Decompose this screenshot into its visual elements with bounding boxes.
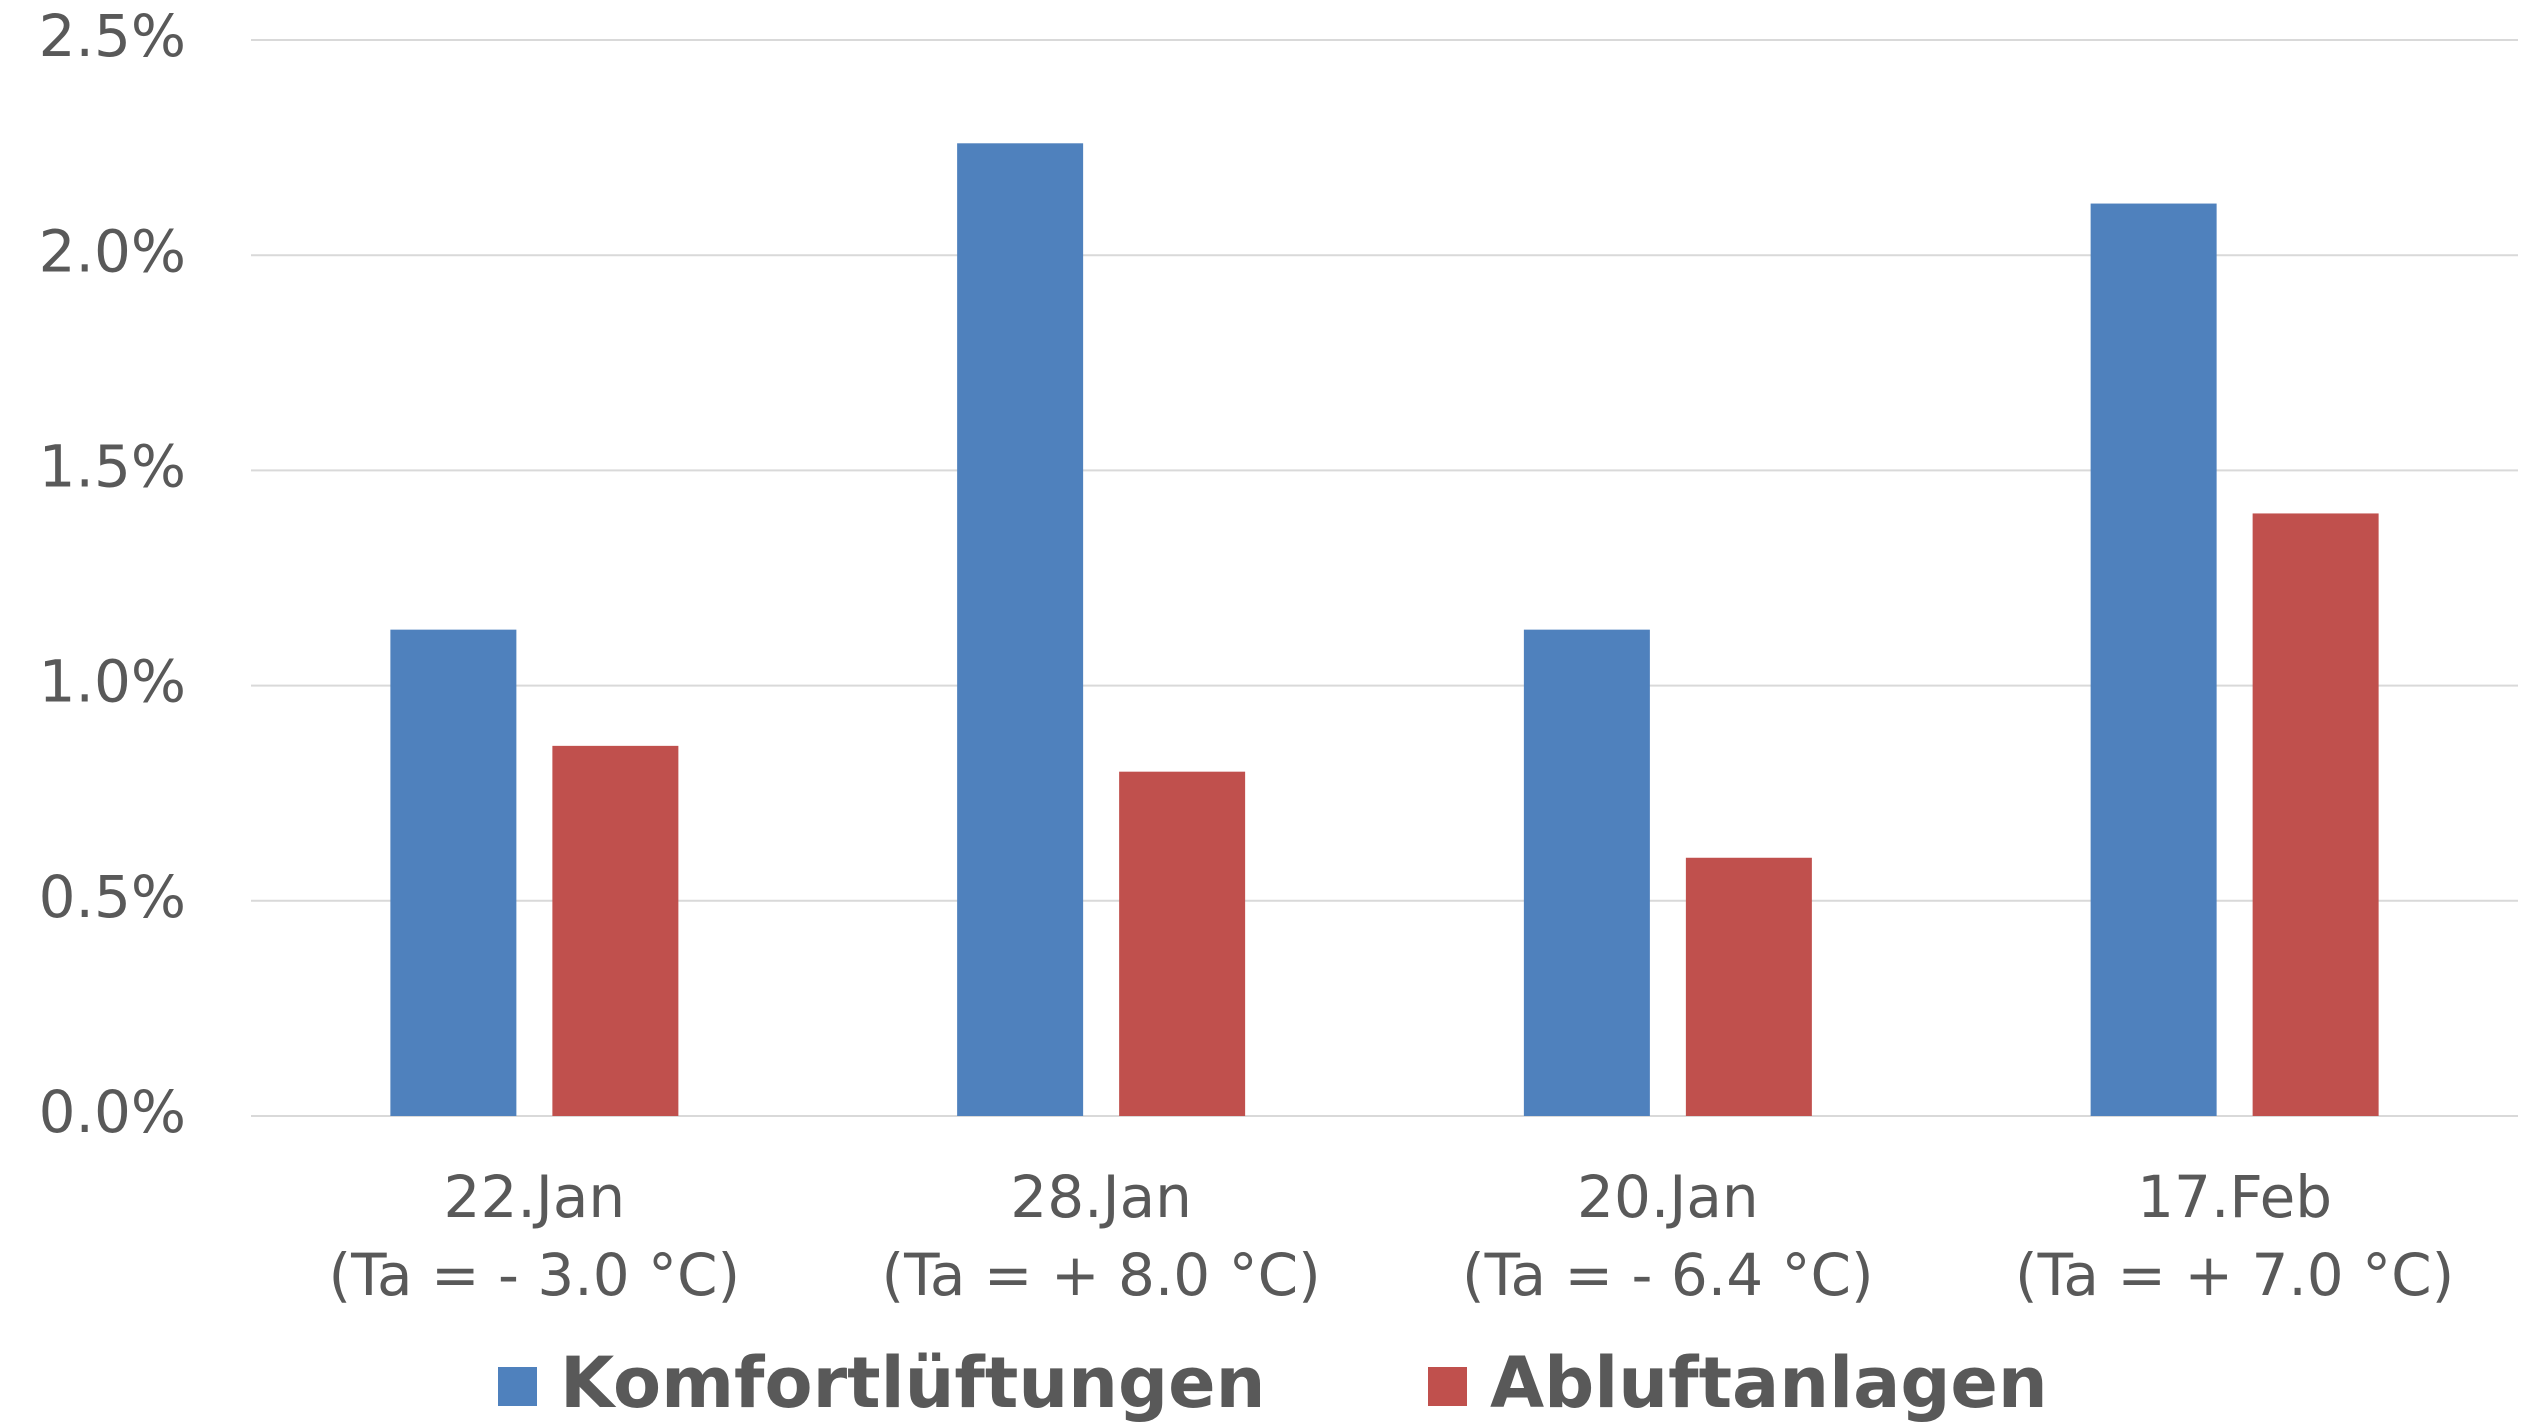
- y-tick-label: 0.5%: [39, 863, 186, 931]
- legend-swatch: [498, 1367, 537, 1406]
- x-tick-label: (Ta = - 6.4 °C): [1462, 1241, 1874, 1309]
- bar: [1685, 857, 1812, 1116]
- legend-label: Komfortlüftungen: [560, 1342, 1265, 1424]
- bar: [552, 745, 679, 1116]
- y-tick-label: 0.0%: [39, 1078, 186, 1146]
- bar: [1119, 771, 1246, 1116]
- legend-label: Abluftanlagen: [1490, 1342, 2048, 1424]
- x-tick-label: (Ta = + 8.0 °C): [881, 1241, 1320, 1309]
- bar: [2252, 513, 2379, 1116]
- y-tick-label: 2.0%: [39, 217, 186, 285]
- bar: [957, 143, 1084, 1116]
- bar: [1523, 629, 1650, 1116]
- x-tick-label: 20.Jan: [1577, 1163, 1759, 1231]
- bar: [390, 629, 517, 1116]
- x-tick-label: 22.Jan: [444, 1163, 626, 1231]
- x-tick-label: 17.Feb: [2137, 1163, 2332, 1231]
- x-tick-label: 28.Jan: [1010, 1163, 1192, 1231]
- bar: [2090, 203, 2217, 1116]
- y-tick-label: 1.0%: [39, 648, 186, 716]
- x-tick-label: (Ta = - 3.0 °C): [329, 1241, 741, 1309]
- x-tick-label: (Ta = + 7.0 °C): [2015, 1241, 2454, 1309]
- y-tick-label: 1.5%: [39, 433, 186, 501]
- y-tick-label: 2.5%: [39, 2, 186, 70]
- legend-swatch: [1428, 1367, 1467, 1406]
